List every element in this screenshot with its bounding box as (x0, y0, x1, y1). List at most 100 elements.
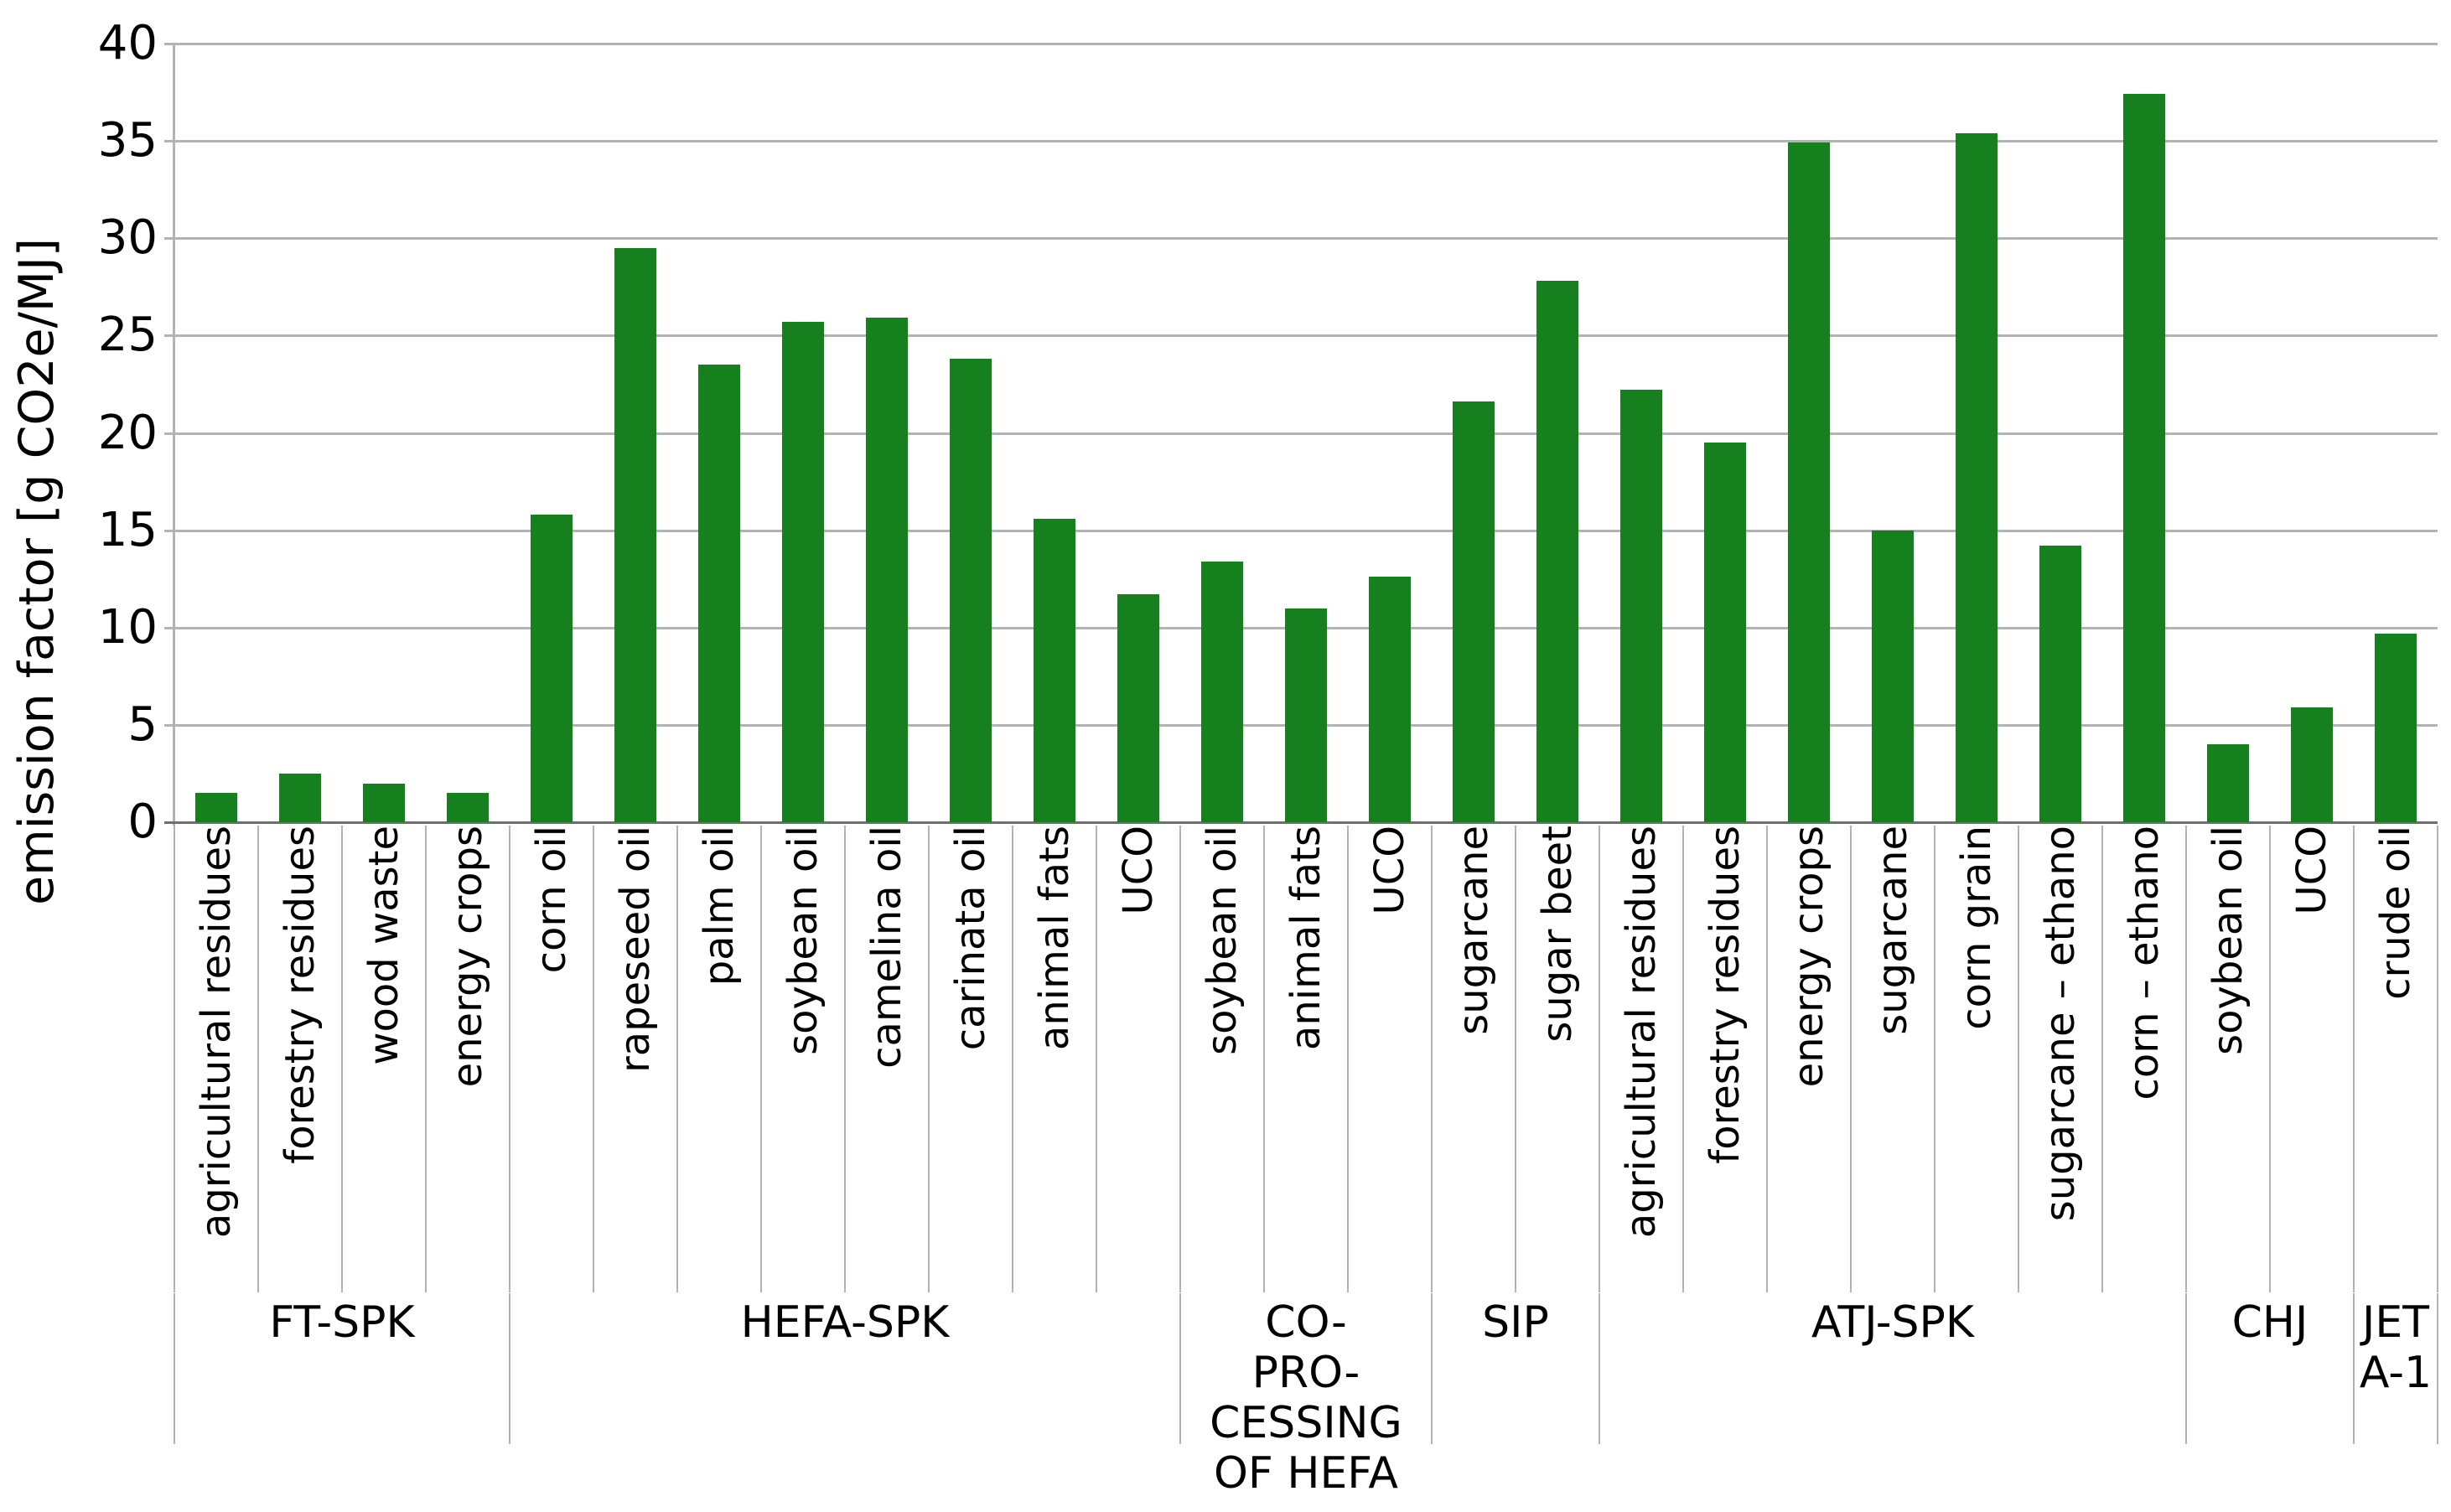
category-label-text: soybean oil (780, 826, 826, 1055)
category-label-text: sugarcane (1450, 826, 1497, 1035)
y-tick-label: 30 (97, 210, 158, 266)
y-axis-line (173, 44, 175, 826)
y-tick-label: 0 (127, 795, 158, 849)
category-separator (1179, 826, 1181, 1292)
group-label: FT-SPK (269, 1297, 415, 1348)
group-separator (2185, 1293, 2187, 1444)
group-separator (1431, 1293, 1433, 1444)
category-separator (425, 826, 427, 1292)
category-separator (2269, 826, 2271, 1292)
category-label: wood waste (342, 826, 426, 1292)
bar (1034, 518, 1075, 822)
bar (782, 322, 824, 822)
category-label: UCO (1096, 826, 1180, 1292)
category-separator (593, 826, 594, 1292)
group-separator (174, 1293, 175, 1444)
group-label: HEFA-SPK (740, 1297, 950, 1348)
category-label: agricultural residues (174, 826, 258, 1292)
bar (1956, 132, 1998, 822)
category-label-text: forestry residues (277, 826, 324, 1164)
bar (1117, 594, 1159, 822)
y-tick-label: 10 (97, 599, 158, 655)
gridline (164, 529, 2438, 532)
group-separator (2437, 1293, 2438, 1444)
category-label-text: UCO (1366, 826, 1413, 915)
bar (950, 359, 992, 822)
bar (2123, 94, 2165, 822)
category-separator (1682, 826, 1684, 1292)
group-label: ATJ-SPK (1811, 1297, 1974, 1348)
category-label: soybean oil (761, 826, 845, 1292)
bar (1620, 390, 1662, 822)
category-label-text: corn grain (1953, 826, 2000, 1030)
y-tick-label: 25 (97, 308, 158, 363)
category-label-text: energy crops (1785, 826, 1832, 1088)
bar (2039, 546, 2081, 822)
category-separator (844, 826, 846, 1292)
category-separator (174, 826, 175, 1292)
group-label: CHJ (2231, 1297, 2308, 1348)
category-label-text: UCO (1115, 826, 1162, 915)
group-separator (2353, 1293, 2355, 1444)
category-label: carinata oil (929, 826, 1013, 1292)
category-label: crude oil (2354, 826, 2438, 1292)
category-separator (1263, 826, 1265, 1292)
bar (447, 793, 489, 822)
bar (1872, 530, 1914, 822)
category-label: corn oil (510, 826, 593, 1292)
category-label: corn grain (1935, 826, 2018, 1292)
category-label: UCO (2270, 826, 2354, 1292)
bar (363, 783, 405, 822)
category-separator (2101, 826, 2103, 1292)
category-label: palm oil (677, 826, 761, 1292)
category-label: camelina oil (845, 826, 929, 1292)
category-separator (257, 826, 259, 1292)
y-tick-label: 15 (97, 502, 158, 557)
category-label-text: energy crops (444, 826, 491, 1088)
gridline (164, 237, 2438, 241)
category-label-text: camelina oil (863, 826, 910, 1069)
category-label-text: sugarcane – ethano (2037, 826, 2084, 1222)
category-label: rapeseed oil (593, 826, 677, 1292)
category-label: animal fats (1013, 826, 1096, 1292)
category-label-text: palm oil (696, 826, 743, 986)
bar (866, 318, 908, 822)
y-tick-label: 20 (97, 405, 158, 460)
bar (1201, 561, 1243, 822)
bar (531, 515, 573, 822)
gridline (164, 334, 2438, 338)
category-label: animal fats (1264, 826, 1348, 1292)
category-label-text: agricultural residues (193, 826, 240, 1239)
category-label: agricultural residues (1599, 826, 1683, 1292)
category-label-text: rapeseed oil (612, 826, 659, 1073)
category-separator (1347, 826, 1349, 1292)
category-separator (1431, 826, 1433, 1292)
category-separator (1012, 826, 1013, 1292)
bar (1704, 443, 1746, 822)
bar (2375, 633, 2417, 822)
bar (195, 793, 237, 822)
category-separator (2353, 826, 2355, 1292)
category-separator (1515, 826, 1516, 1292)
bar (1453, 401, 1495, 822)
gridline (164, 432, 2438, 435)
x-axis-zero-line (164, 821, 2438, 824)
category-label: forestry residues (258, 826, 342, 1292)
category-separator (2437, 826, 2438, 1292)
bar (614, 247, 656, 822)
category-label-text: sugar beet (1534, 826, 1581, 1043)
y-tick-label: 35 (97, 113, 158, 168)
category-label: energy crops (426, 826, 510, 1292)
category-label: corn – ethano (2102, 826, 2186, 1292)
group-separator (1599, 1293, 1600, 1444)
group-label: SIP (1482, 1297, 1549, 1348)
category-label-text: wood waste (360, 826, 407, 1065)
y-tick-label: 40 (97, 16, 158, 70)
category-separator (2185, 826, 2187, 1292)
group-separator (509, 1293, 510, 1444)
category-label-text: soybean oil (1199, 826, 1246, 1055)
bar (279, 773, 321, 822)
bar (1369, 577, 1411, 822)
category-label: sugar beet (1516, 826, 1599, 1292)
category-label-text: forestry residues (1702, 826, 1749, 1164)
